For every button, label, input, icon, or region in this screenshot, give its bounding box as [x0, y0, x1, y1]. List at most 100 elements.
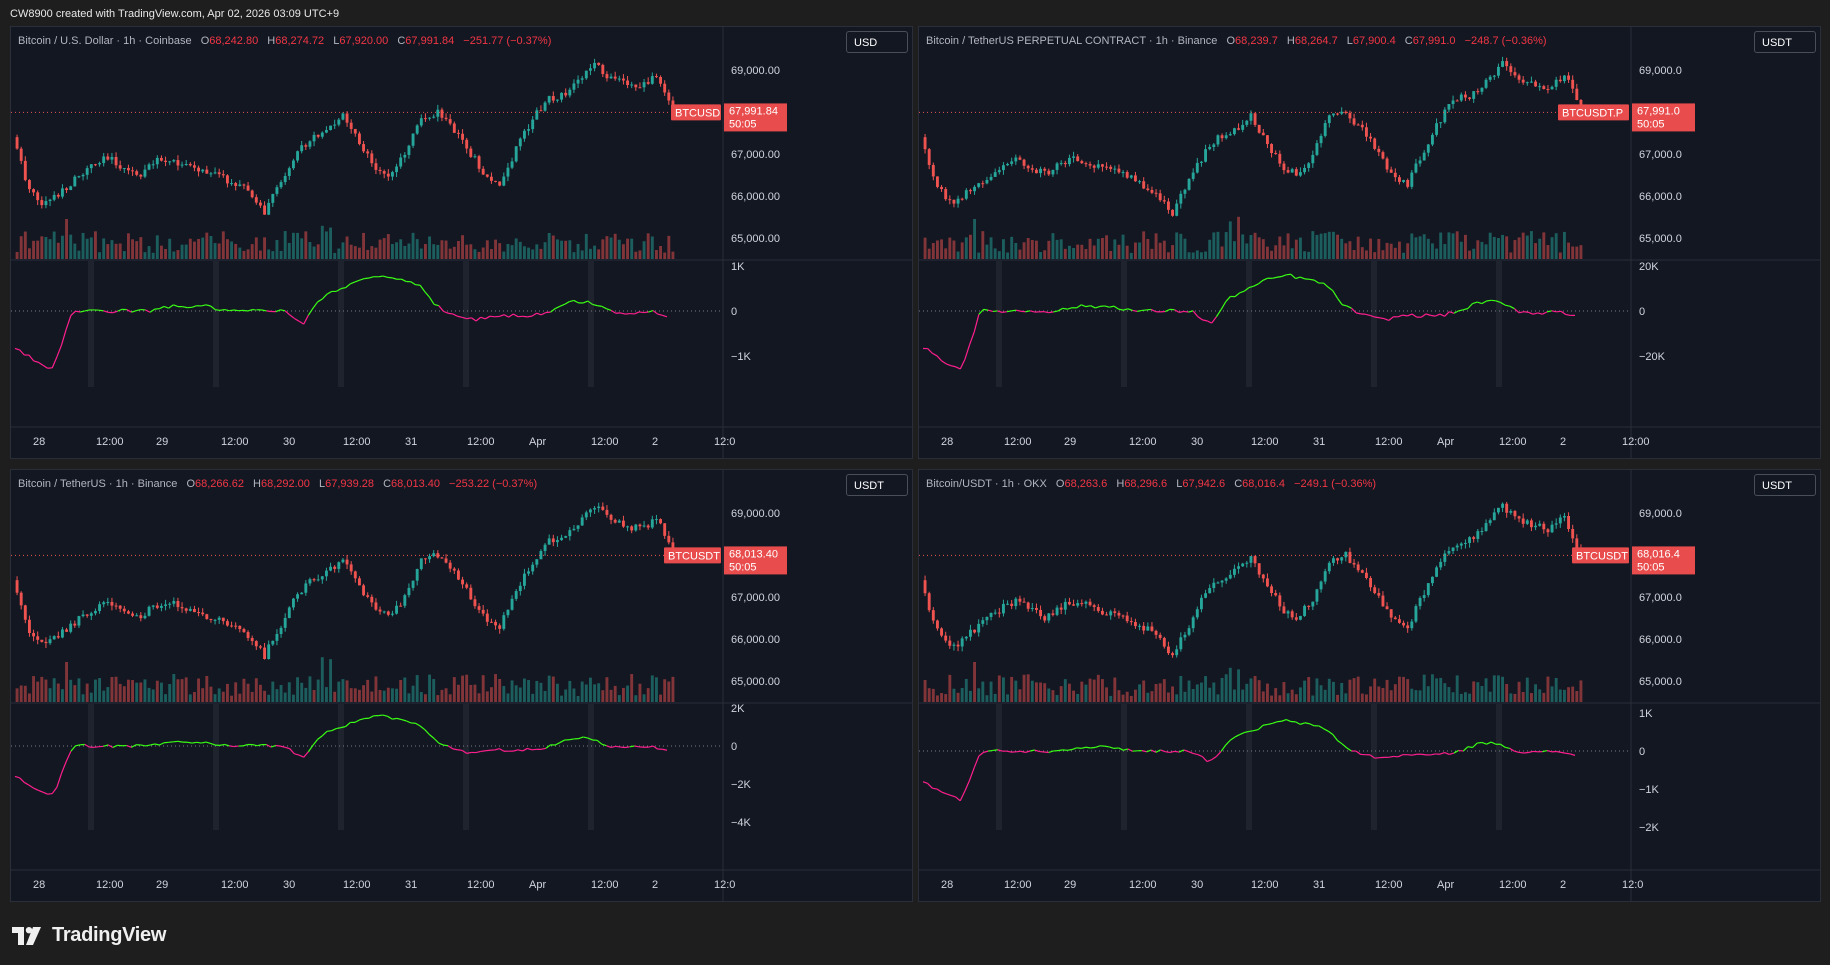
candle-body: [81, 174, 85, 177]
candle-body: [106, 156, 110, 160]
candle-body: [506, 167, 510, 177]
currency-button[interactable]: USDT: [1754, 31, 1816, 53]
candle-body: [977, 623, 981, 633]
candle-body: [1554, 79, 1558, 87]
volume-bar: [1199, 682, 1203, 702]
candle-body: [494, 621, 498, 626]
cvd-segment: [1532, 312, 1538, 315]
cvd-segment: [531, 312, 537, 317]
volume-bar: [1195, 250, 1199, 259]
candle-body: [1055, 607, 1059, 615]
volume-bar: [1554, 678, 1558, 702]
candle-body: [448, 562, 452, 569]
volume-bar: [1138, 684, 1142, 702]
chart-panel-binance-spot[interactable]: BTCUSDT 68,013.40 50:05 69,000.00 67,000.00 6…: [10, 469, 913, 902]
chart-canvas[interactable]: BTCUSDT 68,013.4050:0569,000.0067,000.006…: [11, 470, 913, 902]
volume-bar: [1179, 233, 1183, 259]
candle-body: [956, 198, 960, 204]
cvd-segment: [1123, 308, 1129, 311]
time-tick-label: 12:00: [221, 879, 249, 891]
candle-body: [1146, 626, 1150, 631]
chart-panel-coinbase[interactable]: BTCUSD 67,991.84 50:05 69,000.00 67,000.00 66…: [10, 26, 913, 459]
candle-body: [1517, 75, 1521, 80]
cvd-segment: [294, 317, 300, 322]
volume-bar: [357, 247, 361, 259]
cvd-tick-label: −4K: [731, 817, 752, 829]
cvd-segment: [14, 775, 20, 779]
tradingview-logo[interactable]: TradingView: [12, 924, 166, 947]
volume-bar: [613, 685, 617, 702]
candle-body: [1344, 551, 1348, 558]
candle-body: [1397, 177, 1401, 182]
candle-body: [296, 594, 300, 599]
volume-bar: [1505, 684, 1509, 702]
cvd-segment: [84, 309, 90, 312]
chart-canvas[interactable]: BTCUSDT 68,016.450:0569,000.067,000.066,0…: [919, 470, 1821, 902]
price-tick-label: 69,000.00: [731, 508, 780, 520]
cvd-segment: [1546, 310, 1552, 313]
volume-bar: [1529, 693, 1533, 702]
chart-canvas[interactable]: BTCUSDT.P 67,991.050:0569,000.067,000.066…: [919, 27, 1821, 459]
candle-body: [386, 173, 390, 177]
volume-bar: [1142, 231, 1146, 259]
candle-body: [1166, 201, 1170, 210]
chart-panel-okx[interactable]: BTCUSDT 68,016.4 50:05 69,000.0 67,000.0 66,0…: [918, 469, 1821, 902]
candle-body: [1451, 100, 1455, 105]
cvd-segment: [224, 743, 230, 747]
candle-body: [1290, 169, 1294, 173]
candle-body: [131, 613, 135, 616]
volume-bar: [539, 682, 543, 702]
volume-bar: [1220, 246, 1224, 259]
candle-body: [1303, 605, 1307, 616]
cvd-segment: [1523, 311, 1529, 313]
price-badge-countdown: 50:05: [729, 561, 757, 573]
volume-bar: [1517, 681, 1521, 702]
volume-bar: [254, 237, 258, 259]
candle-body: [316, 134, 320, 137]
candle-body: [1472, 91, 1476, 99]
currency-button[interactable]: USDT: [1754, 474, 1816, 496]
currency-button[interactable]: USD: [846, 31, 908, 53]
candle-body: [36, 636, 40, 640]
volume-bar: [1150, 691, 1154, 702]
currency-button[interactable]: USDT: [846, 474, 908, 496]
candle-body: [291, 598, 295, 608]
volume-bar: [1142, 680, 1146, 702]
candle-body: [465, 139, 469, 149]
candle-body: [469, 587, 473, 600]
candle-body: [1307, 605, 1311, 607]
volume-bar: [597, 249, 601, 259]
candle-body: [36, 192, 40, 201]
volume-bar: [279, 250, 283, 259]
cvd-segment: [941, 360, 947, 365]
volume-bar: [555, 239, 559, 259]
cvd-tick-label: 0: [731, 741, 737, 753]
volume-bar: [1509, 693, 1513, 702]
candle-body: [1199, 161, 1203, 163]
volume-bar: [1393, 247, 1397, 259]
candle-body: [1154, 630, 1158, 635]
volume-bar: [428, 236, 432, 259]
cvd-segment: [540, 311, 547, 316]
session-divider: [463, 704, 469, 830]
candle-body: [522, 130, 526, 139]
volume-bar: [613, 233, 617, 259]
cvd-segment: [354, 279, 360, 283]
volume-bar: [106, 687, 110, 702]
candle-body: [40, 639, 44, 642]
volume-bars: [923, 662, 1583, 702]
cvd-segment: [550, 308, 556, 313]
candle-body: [923, 580, 927, 594]
volume-bar: [184, 244, 188, 259]
chart-panel-binance-perp[interactable]: BTCUSDT.P 67,991.0 50:05 69,000.0 67,000.0 66…: [918, 26, 1821, 459]
volume-bar: [126, 679, 130, 702]
cvd-segment: [1542, 311, 1548, 315]
candle-body: [1567, 516, 1571, 530]
volume-bar: [308, 241, 312, 259]
candle-body: [242, 184, 246, 186]
candle-body: [329, 566, 333, 571]
candle-body: [630, 84, 634, 86]
chart-canvas[interactable]: BTCUSD 67,991.8450:0569,000.0067,000.0066…: [11, 27, 913, 459]
volume-bar: [1166, 252, 1170, 259]
candle-body: [1274, 152, 1278, 154]
